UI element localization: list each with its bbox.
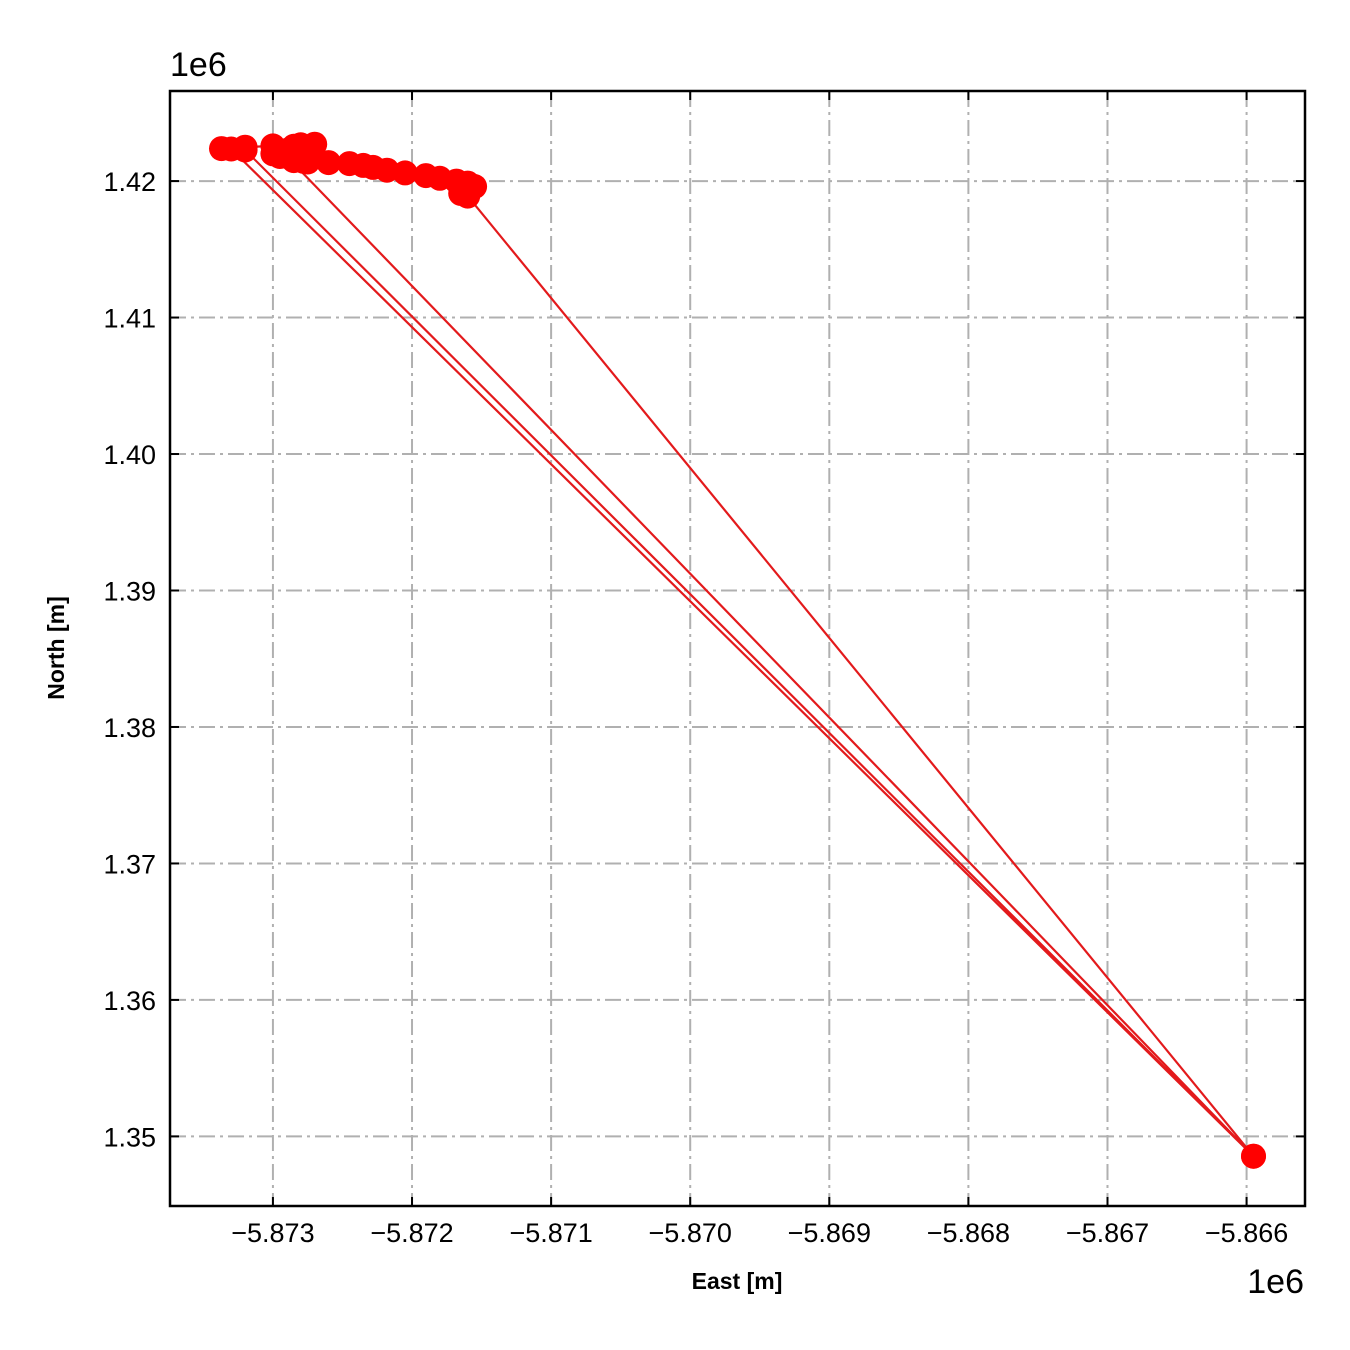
x-tick-label: −5.870	[649, 1218, 732, 1248]
data-point	[392, 160, 418, 186]
y-tick-label: 1.38	[103, 713, 156, 743]
x-tick-label: −5.872	[370, 1218, 453, 1248]
y-axis-offset-label: 1e6	[170, 46, 227, 84]
x-tick-label: −5.866	[1205, 1218, 1288, 1248]
x-axis-offset-label: 1e6	[1247, 1263, 1304, 1301]
y-tick-label: 1.40	[103, 440, 156, 470]
series-line	[221, 143, 1255, 1158]
plot-frame	[168, 89, 1307, 1208]
data-point	[218, 136, 244, 162]
data-point	[295, 149, 321, 175]
x-tick-label: −5.871	[509, 1218, 592, 1248]
data-point	[316, 150, 342, 176]
data-point	[1241, 1143, 1266, 1169]
y-tick-label: 1.41	[103, 304, 156, 334]
y-tick-label: 1.36	[103, 986, 156, 1016]
data-point	[455, 183, 481, 209]
y-tick-label: 1.39	[103, 576, 156, 606]
y-axis-label: North [m]	[43, 596, 69, 699]
series-trajectory	[209, 131, 1266, 1169]
grid-lines	[170, 91, 1305, 1206]
x-tick-label: −5.868	[927, 1218, 1010, 1248]
data-point	[274, 144, 300, 169]
x-tick-label: −5.873	[231, 1218, 314, 1248]
y-tick-label: 1.35	[103, 1122, 156, 1152]
y-tick-label: 1.42	[103, 167, 156, 197]
axis-ticks: −5.873 −5.872 −5.871 −5.870 −5.869 −5.868 −5.8…	[103, 91, 1305, 1248]
x-tick-label: −5.867	[1066, 1218, 1149, 1248]
x-axis-label: East [m]	[692, 1268, 783, 1294]
y-tick-label: 1.37	[103, 849, 156, 879]
x-tick-label: −5.869	[788, 1218, 871, 1248]
